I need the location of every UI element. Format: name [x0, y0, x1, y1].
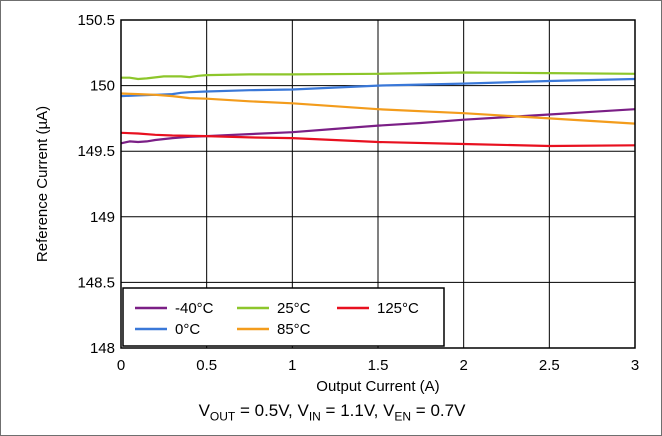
y-tick-labels: 148 148.5 149 149.5 150 150.5 [77, 12, 115, 357]
x-tick-label: 0 [117, 357, 125, 374]
series-lines [120, 71, 636, 148]
vin-symbol: V [297, 401, 309, 420]
y-tick-label: 150 [90, 78, 115, 95]
y-tick-label: 148 [90, 340, 115, 357]
y-axis-label: Reference Current (µA) [34, 106, 51, 262]
series-line-85C [120, 92, 636, 125]
vout-subscript: OUT [209, 409, 236, 424]
legend-label: 25°C [277, 300, 311, 317]
vin-value: = 1.1V, [320, 401, 384, 420]
y-tick-label: 150.5 [77, 12, 115, 29]
ven-symbol: V [383, 401, 395, 420]
ven-value: = 0.7V [411, 401, 466, 420]
legend-label: 125°C [377, 300, 419, 317]
series-line-25C [121, 71, 636, 81]
vout-symbol: V [198, 401, 210, 420]
legend: -40°C 25°C 125°C 0°C 85°C [122, 287, 445, 347]
y-tick-label: 149 [90, 209, 115, 226]
legend-box [122, 287, 445, 347]
legend-label: -40°C [175, 300, 214, 317]
x-axis-label: Output Current (A) [316, 378, 439, 395]
series-line-125C [120, 131, 636, 148]
x-tick-label: 0.5 [196, 357, 217, 374]
legend-label: 85°C [277, 321, 311, 338]
plot-area-border [120, 19, 636, 349]
x-tick-label: 1.5 [368, 357, 389, 374]
x-tick-label: 2.5 [539, 357, 560, 374]
conditions-caption: VOUT = 0.5V, VIN = 1.1V, VEN = 0.7V [1, 401, 662, 423]
x-tick-label: 3 [631, 357, 639, 374]
x-tick-labels: 0 0.5 1 1.5 2 2.5 3 [117, 357, 639, 374]
y-tick-label: 148.5 [77, 274, 115, 291]
vin-subscript: IN [308, 409, 321, 424]
x-tick-label: 1 [288, 357, 296, 374]
x-tick-label: 2 [459, 357, 467, 374]
legend-label: 0°C [175, 321, 200, 338]
ven-subscript: EN [394, 409, 412, 424]
vout-value: = 0.5V, [235, 401, 298, 420]
y-tick-label: 149.5 [77, 143, 115, 160]
